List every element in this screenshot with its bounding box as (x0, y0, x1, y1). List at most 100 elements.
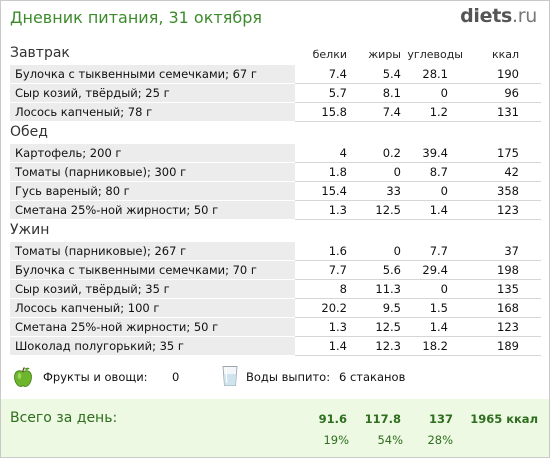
fat-value: 33 (386, 184, 401, 198)
row-divider (295, 103, 541, 122)
food-name: Булочка с тыквенными семечками; 70 г (10, 261, 295, 279)
fat-value: 11.3 (375, 282, 401, 296)
carbs-value: 28.1 (422, 67, 448, 81)
food-name: Булочка с тыквенными семечками; 67 г (10, 65, 295, 83)
carbs-value: 0 (440, 86, 448, 100)
carbs-value: 18.2 (422, 339, 448, 353)
food-name: Сыр козий, твёрдый; 25 г (10, 84, 295, 102)
table-row: Гусь вареный; 80 г 15.4 33 0 358 (1, 182, 549, 201)
protein-value: 1.6 (328, 244, 347, 258)
kcal-value: 168 (497, 301, 519, 315)
fat-value: 7.4 (382, 105, 401, 119)
protein-percent: 19% (323, 433, 349, 447)
protein-value: 5.7 (328, 86, 347, 100)
food-name: Томаты (парниковые); 300 г (10, 163, 295, 181)
protein-value: 15.8 (321, 105, 347, 119)
food-name: Сметана 25%-ной жирности; 50 г (10, 318, 295, 336)
carbs-percent: 28% (427, 433, 453, 447)
water-label: Воды выпито: (246, 370, 331, 384)
carbs-value: 8.7 (429, 165, 448, 179)
carbs-value: 0 (440, 282, 448, 296)
table-row: Шоколад полугорький; 35 г 1.4 12.3 18.2 189 (1, 337, 549, 356)
protein-value: 1.3 (328, 203, 347, 217)
kcal-value: 96 (504, 86, 519, 100)
food-name: Шоколад полугорький; 35 г (10, 337, 295, 355)
fat-value: 12.3 (375, 339, 401, 353)
food-name: Сыр козий, твёрдый; 35 г (10, 280, 295, 298)
protein-value: 7.4 (328, 67, 347, 81)
protein-value: 15.4 (321, 184, 347, 198)
kcal-value: 175 (497, 146, 519, 160)
water-glass-icon (222, 366, 238, 386)
kcal-value: 189 (497, 339, 519, 353)
carbs-value: 39.4 (422, 146, 448, 160)
row-divider (295, 242, 541, 261)
protein-value: 1.4 (328, 339, 347, 353)
table-row: Томаты (парниковые); 267 г 1.6 0 7.7 37 (1, 242, 549, 261)
meal-title: Завтрак (10, 45, 70, 61)
logo-tld: .ru (512, 5, 537, 27)
kcal-value: 131 (497, 105, 519, 119)
fat-value: 8.1 (382, 86, 401, 100)
total-kcal: 1965 ккал (470, 412, 538, 426)
fruits-label: Фрукты и овощи: (43, 370, 148, 384)
site-logo[interactable]: diets.ru (460, 5, 537, 27)
carbs-value: 1.5 (429, 301, 448, 315)
page-title: Дневник питания, 31 октября (10, 8, 262, 27)
row-divider (295, 163, 541, 182)
table-row: Лосось капченый; 78 г 15.8 7.4 1.2 131 (1, 103, 549, 122)
col-header-kcal: ккал (491, 48, 519, 61)
food-name: Лосось капченый; 78 г (10, 103, 295, 121)
fat-value: 12.5 (375, 203, 401, 217)
fat-percent: 54% (377, 433, 403, 447)
totals-label: Всего за день: (10, 410, 118, 426)
fat-value: 5.4 (382, 67, 401, 81)
logo-main: diets (460, 5, 512, 27)
kcal-value: 123 (497, 320, 519, 334)
table-row: Сыр козий, твёрдый; 35 г 8 11.3 0 135 (1, 280, 549, 299)
food-name: Томаты (парниковые); 267 г (10, 242, 295, 260)
protein-value: 7.7 (328, 263, 347, 277)
fruits-value: 0 (172, 370, 180, 384)
food-name: Лосось капченый; 100 г (10, 299, 295, 317)
protein-value: 8 (339, 282, 347, 296)
table-row: Булочка с тыквенными семечками; 67 г 7.4 5… (1, 65, 549, 84)
fat-value: 5.6 (382, 263, 401, 277)
carbs-value: 1.4 (429, 320, 448, 334)
kcal-value: 42 (504, 165, 519, 179)
food-name: Сметана 25%-ной жирности; 50 г (10, 201, 295, 219)
green-apple-icon (14, 367, 32, 387)
protein-value: 4 (339, 146, 347, 160)
kcal-value: 198 (497, 263, 519, 277)
table-row: Томаты (парниковые); 300 г 1.8 0 8.7 42 (1, 163, 549, 182)
kcal-value: 358 (497, 184, 519, 198)
kcal-value: 135 (497, 282, 519, 296)
table-row: Сметана 25%-ной жирности; 50 г 1.3 12.5 1.4… (1, 201, 549, 220)
total-fat: 117.8 (364, 412, 401, 426)
carbs-value: 1.2 (429, 105, 448, 119)
kcal-value: 190 (497, 67, 519, 81)
row-divider (295, 280, 541, 299)
fat-value: 0 (393, 244, 401, 258)
row-divider (295, 318, 541, 337)
row-divider (295, 201, 541, 220)
row-divider (295, 261, 541, 280)
fat-value: 0.2 (382, 146, 401, 160)
meal-title: Ужин (10, 222, 50, 238)
protein-value: 1.8 (328, 165, 347, 179)
row-divider (295, 299, 541, 318)
table-row: Картофель; 200 г 4 0.2 39.4 175 (1, 144, 549, 163)
fat-value: 12.5 (375, 320, 401, 334)
meal-title: Обед (10, 124, 48, 140)
kcal-value: 37 (504, 244, 519, 258)
table-row: Булочка с тыквенными семечками; 70 г 7.7 5… (1, 261, 549, 280)
row-divider (295, 182, 541, 201)
table-row: Сметана 25%-ной жирности; 50 г 1.3 12.5 1.4… (1, 318, 549, 337)
carbs-value: 1.4 (429, 203, 448, 217)
col-header-fat: жиры (368, 48, 401, 61)
water-value: 6 стаканов (339, 370, 406, 384)
row-divider (295, 144, 541, 163)
fat-value: 0 (393, 165, 401, 179)
fat-value: 9.5 (382, 301, 401, 315)
